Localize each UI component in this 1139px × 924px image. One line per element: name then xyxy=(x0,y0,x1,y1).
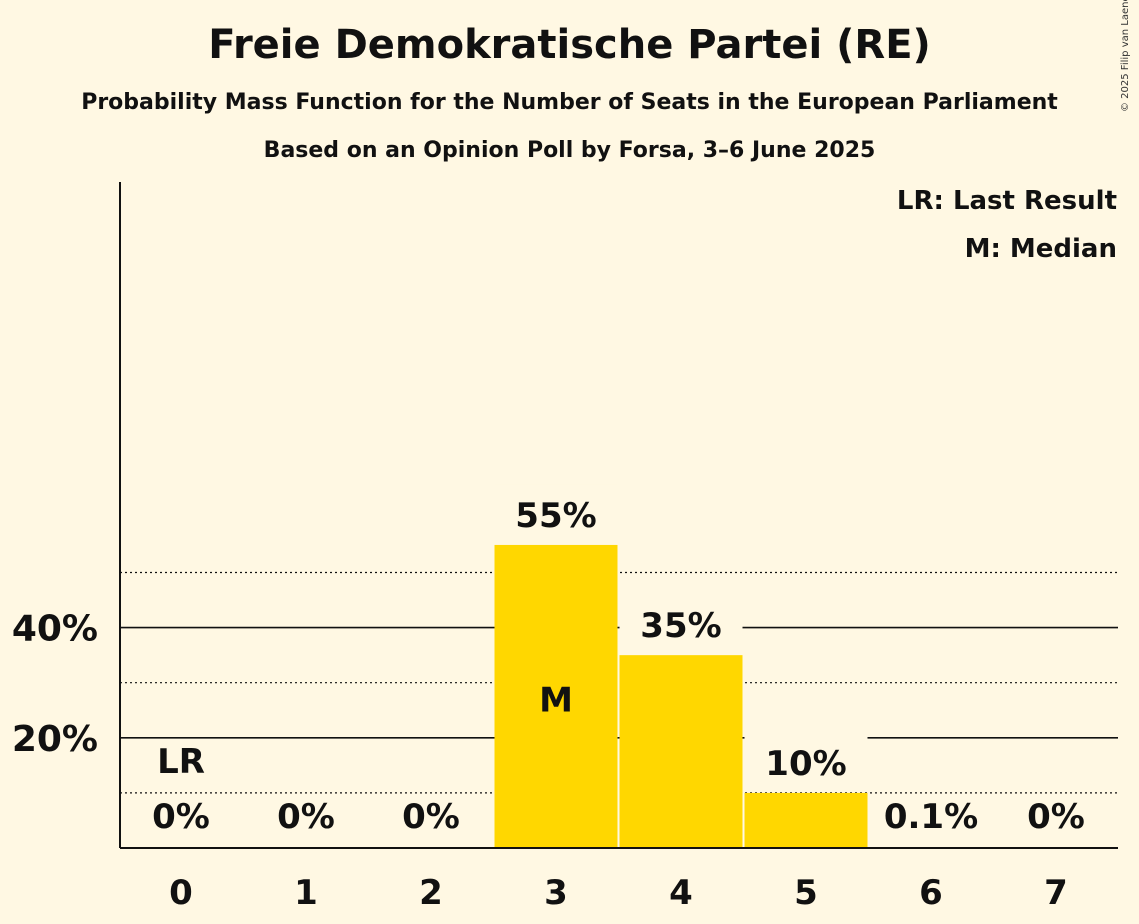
legend-last-result: LR: Last Result xyxy=(897,186,1117,216)
bar-value-label: 55% xyxy=(515,496,596,536)
x-tick-label: 2 xyxy=(419,873,443,913)
x-tick-label: 0 xyxy=(169,873,193,913)
chart-subtitle: Probability Mass Function for the Number… xyxy=(81,90,1058,115)
bar-value-label: 0% xyxy=(277,797,335,837)
y-tick-label: 40% xyxy=(12,609,98,650)
bar-value-label: 35% xyxy=(640,606,721,646)
bar-value-label: 0% xyxy=(1027,797,1085,837)
bar-label-backdrop xyxy=(619,595,743,654)
x-tick-label: 5 xyxy=(794,873,818,913)
chart-source-note: Based on an Opinion Poll by Forsa, 3–6 J… xyxy=(263,138,876,163)
bar-value-label: 0.1% xyxy=(884,797,978,837)
bar-seats-5 xyxy=(744,792,868,848)
chart-title: Freie Demokratische Partei (RE) xyxy=(208,22,931,68)
bar-label-backdrop xyxy=(494,484,618,543)
x-tick-label: 4 xyxy=(669,873,693,913)
x-tick-label: 1 xyxy=(294,873,318,913)
median-marker: M xyxy=(539,681,573,721)
last-result-marker: LR xyxy=(157,742,205,782)
bar-value-label: 0% xyxy=(152,797,210,837)
legend-median: M: Median xyxy=(965,234,1117,264)
bar-value-label: 10% xyxy=(765,744,846,784)
bar-value-label: 0% xyxy=(402,797,460,837)
x-tick-label: 3 xyxy=(544,873,568,913)
y-tick-label: 20% xyxy=(12,719,98,760)
bar-label-backdrop xyxy=(744,732,868,791)
bar-seats-3 xyxy=(494,544,618,848)
x-tick-label: 6 xyxy=(919,873,943,913)
bar-seats-4 xyxy=(619,655,743,848)
x-tick-label: 7 xyxy=(1044,873,1068,913)
